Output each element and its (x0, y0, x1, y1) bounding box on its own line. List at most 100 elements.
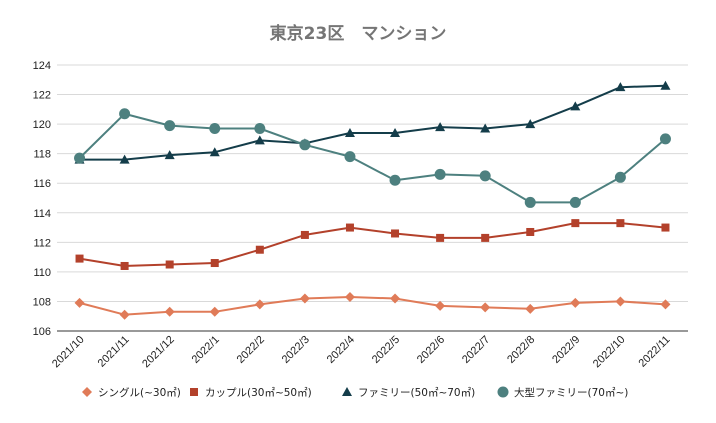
data-point (479, 170, 491, 182)
x-tick-label: 2022/5 (370, 334, 402, 366)
series-diamond (74, 292, 671, 320)
x-tick-label: 2022/8 (505, 334, 537, 366)
legend-label: ファミリー(50㎡~70㎡) (358, 387, 475, 399)
data-point (344, 151, 356, 163)
x-tick-label: 2022/10 (591, 334, 628, 371)
data-point (435, 122, 446, 132)
data-point (120, 261, 129, 270)
data-point (525, 303, 536, 314)
series-line (78, 112, 667, 204)
data-point (164, 120, 176, 132)
data-point (525, 119, 536, 129)
data-point (75, 254, 84, 263)
data-point (210, 259, 219, 268)
legend-marker (82, 387, 92, 397)
y-tick-label: 108 (33, 296, 51, 308)
data-point (661, 223, 670, 232)
x-tick-label: 2022/7 (460, 334, 492, 366)
x-tick-label: 2022/11 (637, 334, 673, 370)
x-tick-label: 2022/9 (550, 334, 582, 366)
data-point (660, 299, 671, 310)
x-tick-label: 2021/10 (50, 334, 87, 371)
x-tick-label: 2021/11 (96, 334, 132, 370)
data-point (391, 229, 400, 238)
series-layer (74, 80, 671, 320)
data-point (480, 123, 491, 133)
data-point (74, 297, 85, 308)
gridlines (57, 64, 688, 332)
data-point (616, 219, 625, 228)
legend-label: シングル(~30㎡) (98, 386, 181, 399)
data-point (299, 139, 311, 151)
data-point (659, 133, 671, 145)
x-tick-label: 2022/3 (280, 334, 312, 366)
data-point (119, 154, 130, 164)
data-point (524, 196, 536, 208)
data-point (480, 302, 491, 313)
data-point (390, 127, 401, 137)
y-tick-label: 114 (33, 208, 51, 220)
data-point (390, 293, 401, 304)
data-point (299, 293, 310, 304)
data-point (119, 309, 130, 320)
series-square (75, 219, 670, 270)
x-tick-label: 2022/6 (415, 334, 447, 366)
x-axis-ticks: 2021/10 2021/11 2021/12 2022/1 2022/2 2022/3 2… (50, 334, 673, 371)
data-point (615, 296, 626, 307)
legend-marker (342, 387, 352, 396)
data-point (344, 292, 355, 303)
y-tick-label: 122 (33, 90, 51, 102)
data-point (254, 135, 265, 145)
data-point (344, 127, 355, 137)
data-point (345, 223, 354, 232)
data-point (434, 168, 446, 180)
x-tick-label: 2022/1 (190, 334, 222, 366)
data-point (481, 233, 490, 242)
data-point (74, 152, 86, 164)
data-point (164, 150, 175, 160)
data-point (300, 230, 309, 239)
data-point (436, 233, 445, 242)
legend-marker (497, 386, 509, 398)
y-tick-label: 112 (33, 237, 51, 249)
legend-item: シングル(~30㎡) (82, 386, 181, 399)
series-circle (74, 108, 671, 208)
series-line (79, 222, 666, 267)
data-point (164, 306, 175, 317)
chart-title: 東京23区 マンション (270, 23, 447, 44)
y-tick-label: 124 (33, 60, 51, 72)
x-tick-label: 2021/12 (140, 334, 177, 371)
data-point (614, 171, 626, 183)
data-point (569, 196, 581, 208)
legend-item: 大型ファミリー(70㎡~) (497, 386, 628, 399)
legend-marker (190, 388, 198, 396)
y-axis-ticks: 106 108 110 112 114 116 118 120 122 124 (33, 60, 51, 338)
x-tick-label: 2022/4 (325, 334, 357, 366)
legend-item: ファミリー(50㎡~70㎡) (342, 387, 475, 399)
data-point (570, 297, 581, 308)
data-point (526, 227, 535, 236)
legend: シングル(~30㎡) カップル(30㎡~50㎡) ファミリー(50㎡~70㎡) 大型フ… (82, 386, 628, 399)
data-point (209, 306, 220, 317)
y-tick-label: 120 (33, 119, 51, 131)
data-point (209, 147, 220, 157)
series-triangle (74, 80, 671, 164)
y-tick-label: 118 (33, 149, 51, 161)
data-point (435, 300, 446, 311)
legend-item: カップル(30㎡~50㎡) (190, 387, 312, 399)
series-line (79, 84, 666, 161)
y-tick-label: 110 (33, 267, 51, 279)
data-point (571, 219, 580, 228)
data-point (119, 108, 131, 120)
data-point (615, 82, 626, 92)
data-point (570, 101, 581, 111)
series-line (79, 296, 666, 316)
x-tick-label: 2022/2 (235, 334, 267, 366)
data-point (209, 123, 221, 135)
data-point (255, 245, 264, 254)
data-point (254, 123, 266, 135)
legend-label: カップル(30㎡~50㎡) (205, 387, 312, 399)
data-point (254, 299, 265, 310)
data-point (165, 260, 174, 269)
